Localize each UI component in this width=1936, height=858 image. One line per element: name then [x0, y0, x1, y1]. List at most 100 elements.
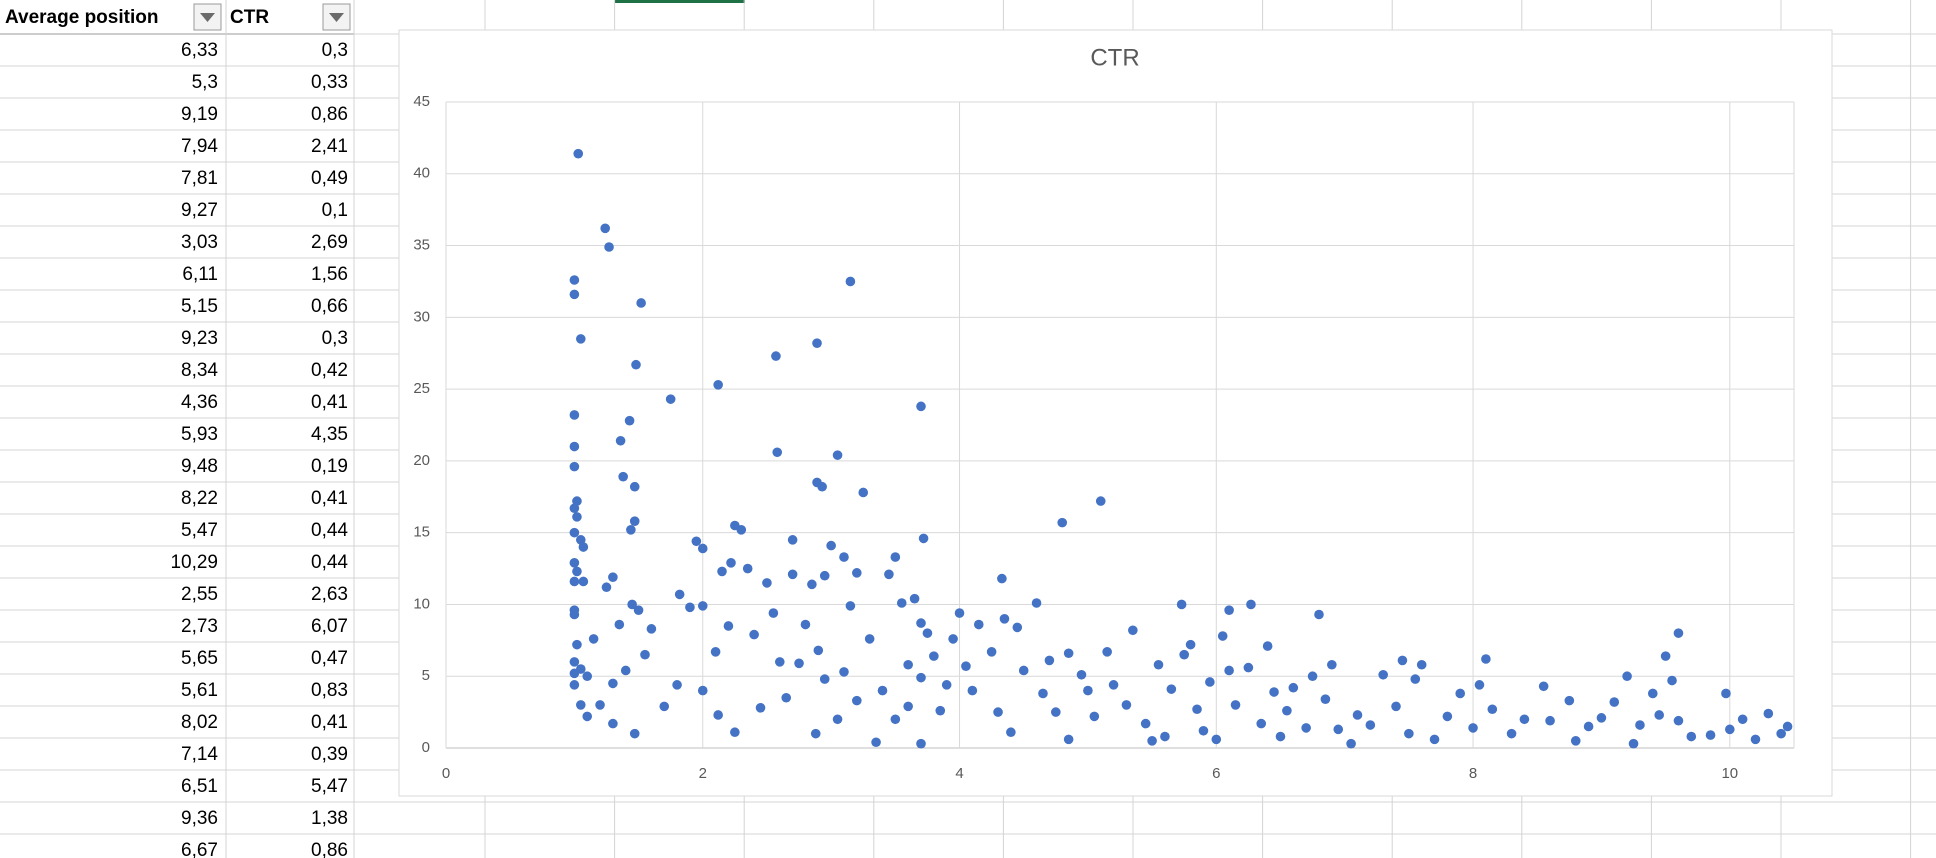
- cell[interactable]: 5,61: [181, 680, 218, 701]
- point: [1176, 599, 1187, 610]
- cell[interactable]: 3,03: [181, 232, 218, 253]
- point: [1429, 734, 1440, 745]
- cell[interactable]: 1,38: [311, 808, 348, 829]
- filter-button-box[interactable]: [193, 3, 222, 31]
- cell[interactable]: 5,47: [181, 520, 218, 541]
- point: [755, 703, 766, 713]
- point: [569, 657, 580, 667]
- cell[interactable]: 9,48: [181, 456, 218, 477]
- cell[interactable]: 0,41: [311, 712, 348, 733]
- cell[interactable]: 2,73: [181, 616, 218, 637]
- cell[interactable]: 2,55: [181, 584, 218, 605]
- point: [1224, 605, 1234, 615]
- cell[interactable]: 0,83: [311, 680, 348, 701]
- cell[interactable]: 6,11: [182, 264, 218, 285]
- chart-area[interactable]: [398, 29, 1833, 797]
- filter-arrow[interactable]: [329, 13, 344, 22]
- x-tick-label: 4: [955, 765, 963, 782]
- cell[interactable]: 5,47: [311, 776, 348, 797]
- cell[interactable]: 7,14: [181, 744, 218, 765]
- point: [787, 535, 798, 545]
- point: [697, 685, 708, 696]
- point: [1622, 671, 1632, 682]
- point: [631, 359, 641, 370]
- point: [1018, 665, 1029, 676]
- point: [578, 576, 589, 587]
- cell[interactable]: 0,39: [311, 744, 348, 765]
- cell[interactable]: 0,49: [311, 168, 348, 189]
- cell[interactable]: 7,94: [181, 136, 218, 157]
- chart[interactable]: CTR 0 5 10 15 20 25 30 35 40 45 0 2 4 6 8 10: [398, 29, 1833, 797]
- point: [916, 672, 926, 683]
- point: [896, 598, 907, 608]
- point: [1006, 727, 1016, 738]
- point: [601, 582, 612, 593]
- chart-title: CTR: [1090, 44, 1139, 71]
- cell[interactable]: 0,44: [311, 520, 348, 541]
- point: [569, 461, 580, 472]
- cell[interactable]: 0,1: [322, 200, 348, 221]
- cell[interactable]: 1,56: [311, 264, 348, 285]
- point: [1750, 734, 1761, 745]
- point: [576, 700, 586, 710]
- point: [871, 737, 881, 748]
- cell[interactable]: 8,34: [181, 360, 218, 381]
- cell[interactable]: 0,42: [311, 360, 348, 381]
- cell[interactable]: 9,27: [181, 200, 218, 221]
- point: [572, 639, 582, 650]
- column-header: CTR: [230, 7, 269, 28]
- cell[interactable]: 6,07: [311, 616, 348, 637]
- cell[interactable]: 9,19: [181, 104, 218, 125]
- cell[interactable]: 6,51: [181, 776, 218, 797]
- point: [1031, 598, 1042, 608]
- point: [629, 516, 640, 526]
- point: [1468, 723, 1478, 733]
- point: [1198, 725, 1209, 736]
- cell[interactable]: 2,63: [311, 584, 348, 605]
- cell[interactable]: 0,41: [311, 392, 348, 413]
- cell[interactable]: 0,86: [311, 840, 348, 858]
- cell[interactable]: 8,22: [181, 488, 218, 509]
- point: [573, 148, 584, 159]
- point: [1705, 730, 1716, 740]
- cell[interactable]: 9,23: [181, 328, 218, 349]
- filter-arrow[interactable]: [200, 13, 215, 22]
- cell[interactable]: 4,35: [311, 424, 348, 445]
- cell[interactable]: 2,41: [311, 136, 348, 157]
- point: [1095, 496, 1106, 506]
- cell[interactable]: 10,29: [170, 552, 218, 573]
- point: [723, 621, 734, 631]
- point: [713, 710, 723, 720]
- y-tick-label: 10: [413, 595, 430, 612]
- cell[interactable]: 4,36: [181, 392, 218, 413]
- cell[interactable]: 5,93: [181, 424, 218, 445]
- cell[interactable]: 6,67: [181, 840, 218, 858]
- filter-button[interactable]: [322, 3, 351, 31]
- cell[interactable]: 5,3: [192, 72, 218, 93]
- point: [1121, 700, 1132, 710]
- cell[interactable]: 7,81: [181, 168, 218, 189]
- cell[interactable]: 2,69: [311, 232, 348, 253]
- point: [730, 727, 740, 738]
- cell[interactable]: 0,66: [311, 296, 348, 317]
- cell[interactable]: 9,36: [181, 808, 218, 829]
- cell[interactable]: 0,47: [311, 648, 348, 669]
- cell[interactable]: 0,3: [322, 328, 348, 349]
- cell[interactable]: 0,44: [311, 552, 348, 573]
- point: [1455, 688, 1466, 699]
- cell[interactable]: 0,33: [311, 72, 348, 93]
- filter-button[interactable]: [193, 3, 222, 31]
- point: [810, 728, 821, 739]
- cell[interactable]: 8,02: [181, 712, 218, 733]
- cell[interactable]: 5,15: [181, 296, 218, 317]
- cell[interactable]: 5,65: [181, 648, 218, 669]
- cell[interactable]: 0,3: [322, 40, 348, 61]
- cell[interactable]: 0,86: [311, 104, 348, 125]
- column-header: Average position: [5, 7, 158, 28]
- point: [620, 665, 631, 676]
- cell[interactable]: 0,19: [311, 456, 348, 477]
- point: [1609, 697, 1620, 707]
- cell[interactable]: 0,41: [311, 488, 348, 509]
- cell[interactable]: 6,33: [181, 40, 218, 61]
